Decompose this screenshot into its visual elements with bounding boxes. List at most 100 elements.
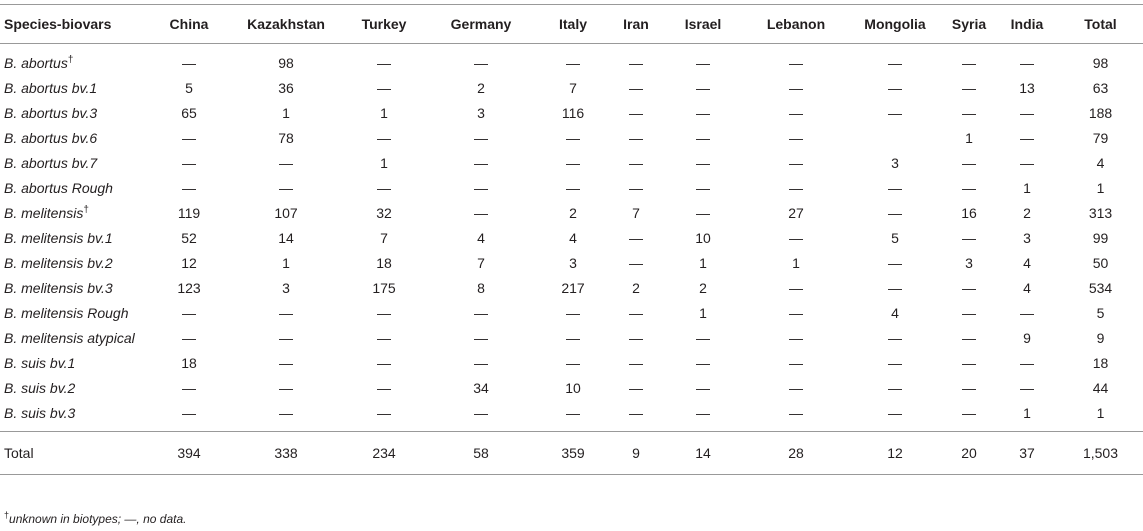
- species-biovar-cell: B. abortus bv.6: [0, 125, 148, 150]
- table-row: B. melitensis Rough — — — — — — 1 — 4 — — 5: [0, 300, 1143, 325]
- count-cell: —: [789, 329, 803, 346]
- count-cell: —: [629, 329, 643, 346]
- species-name: B. melitensis bv.1: [4, 229, 113, 246]
- count-cell: 5: [891, 229, 899, 246]
- count-cell: —: [789, 54, 803, 71]
- count-cell: —: [629, 54, 643, 71]
- count-cell: 2: [632, 279, 640, 296]
- count-cell: —: [629, 104, 643, 121]
- count-cell: —: [888, 379, 902, 396]
- table-row: B. abortus bv.7 — — 1 — — — — — 3 — — 4: [0, 150, 1143, 175]
- column-header: Lebanon: [744, 4, 848, 44]
- table-row: B. melitensis bv.1 52 14 7 4 4 — 10 — 5 — 3 99: [0, 225, 1143, 250]
- species-name: B. abortus: [4, 54, 68, 71]
- table-row: B. suis bv.3 — — — — — — — — — — 1 1: [0, 400, 1143, 432]
- column-total-cell: 58: [426, 431, 536, 475]
- species-name: B. abortus bv.7: [4, 154, 98, 171]
- count-cell: —: [962, 404, 976, 421]
- count-cell: —: [962, 79, 976, 96]
- count-cell: —: [696, 104, 710, 121]
- count-cell: 4: [1023, 254, 1031, 271]
- count-cell: —: [279, 304, 293, 321]
- count-cell: 2: [699, 279, 707, 296]
- count-cell: —: [1020, 54, 1034, 71]
- species-name: B. abortus bv.1: [4, 79, 98, 96]
- count-cell: —: [279, 379, 293, 396]
- count-cell: —: [182, 329, 196, 346]
- count-cell: —: [182, 129, 196, 146]
- count-cell: —: [279, 404, 293, 421]
- column-header: Kazakhstan: [230, 4, 342, 44]
- count-cell: 52: [181, 229, 197, 246]
- count-cell: 217: [561, 279, 585, 296]
- count-cell: —: [566, 329, 580, 346]
- species-biovar-cell: B. abortus†: [0, 44, 148, 76]
- count-cell: —: [377, 129, 391, 146]
- count-cell: —: [1020, 304, 1034, 321]
- count-cell: —: [474, 179, 488, 196]
- row-total-cell: 4: [1096, 154, 1105, 171]
- column-header: Iran: [610, 4, 662, 44]
- row-total-cell: 534: [1088, 279, 1113, 296]
- column-header: India: [996, 4, 1058, 44]
- count-cell: —: [962, 154, 976, 171]
- row-total-cell: 99: [1092, 229, 1109, 246]
- table-row: B. suis bv.2 — — — 34 10 — — — — — — 44: [0, 375, 1143, 400]
- count-cell: 32: [376, 204, 392, 221]
- column-total-cell: 338: [230, 431, 342, 475]
- count-cell: —: [962, 179, 976, 196]
- count-cell: 3: [282, 279, 290, 296]
- column-header: China: [148, 4, 230, 44]
- column-total-cell: 28: [744, 431, 848, 475]
- count-cell: —: [377, 354, 391, 371]
- species-biovar-cell: B. melitensis bv.3: [0, 275, 148, 300]
- species-biovar-cell: B. abortus bv.1: [0, 75, 148, 100]
- row-total-cell: 1: [1096, 404, 1105, 421]
- count-cell: —: [474, 129, 488, 146]
- count-cell: —: [696, 379, 710, 396]
- count-cell: —: [279, 179, 293, 196]
- count-cell: 65: [181, 104, 197, 121]
- count-cell: —: [696, 54, 710, 71]
- count-cell: —: [377, 329, 391, 346]
- count-cell: —: [888, 54, 902, 71]
- count-cell: 18: [376, 254, 392, 271]
- species-biovar-cell: B. abortus bv.7: [0, 150, 148, 175]
- count-cell: 7: [632, 204, 640, 221]
- count-cell: —: [789, 354, 803, 371]
- count-cell: 1: [792, 254, 800, 271]
- count-cell: 2: [477, 79, 485, 96]
- count-cell: 16: [961, 204, 977, 221]
- count-cell: —: [962, 329, 976, 346]
- count-cell: —: [888, 254, 902, 271]
- row-total-cell: 63: [1092, 79, 1109, 96]
- count-cell: —: [696, 204, 710, 221]
- count-cell: 3: [1023, 229, 1031, 246]
- table-footnote: †unknown in biotypes; —, no data.: [4, 510, 186, 527]
- column-total-cell: 14: [662, 431, 744, 475]
- table-header-row: Species-biovars China Kazakhstan Turkey Germ…: [0, 4, 1143, 44]
- count-cell: —: [789, 179, 803, 196]
- count-cell: 123: [177, 279, 201, 296]
- count-cell: —: [182, 304, 196, 321]
- count-cell: —: [789, 79, 803, 96]
- count-cell: 4: [477, 229, 485, 246]
- dagger-mark: †: [83, 203, 89, 215]
- species-biovar-cell: B. suis bv.1: [0, 350, 148, 375]
- count-cell: —: [696, 154, 710, 171]
- count-cell: —: [629, 79, 643, 96]
- footnote-dagger: †: [4, 510, 10, 520]
- row-total-cell: 79: [1092, 129, 1109, 146]
- count-cell: —: [377, 304, 391, 321]
- species-name: B. melitensis atypical: [4, 329, 135, 346]
- count-cell: —: [377, 379, 391, 396]
- count-cell: —: [888, 104, 902, 121]
- column-total-cell: 359: [536, 431, 610, 475]
- table-row: B. melitensis bv.2 12 1 18 7 3 — 1 1 — 3 4 50: [0, 250, 1143, 275]
- count-cell: 78: [278, 129, 294, 146]
- count-cell: —: [888, 354, 902, 371]
- count-cell: —: [888, 404, 902, 421]
- species-biovar-cell: B. abortus bv.3: [0, 100, 148, 125]
- table-row: B. melitensis atypical — — — — — — — — — — 9 9: [0, 325, 1143, 350]
- count-cell: 9: [1023, 329, 1031, 346]
